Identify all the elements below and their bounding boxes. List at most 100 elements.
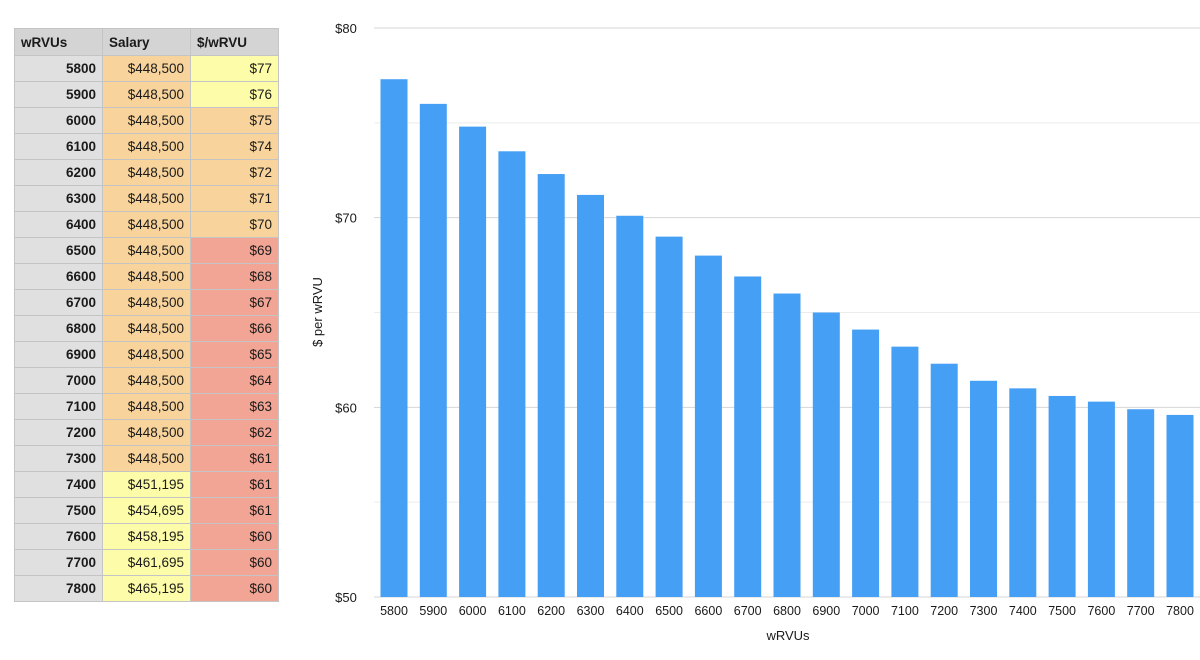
bar-6500	[655, 236, 683, 597]
table-row: 5900 $448,500 $76	[14, 81, 279, 108]
cell-wrvus: 6700	[14, 289, 103, 316]
cell-per-wrvu: $69	[190, 237, 279, 264]
cell-per-wrvu: $74	[190, 133, 279, 160]
cell-wrvus: 6800	[14, 315, 103, 342]
bar-7100	[891, 346, 919, 597]
table-row: 6000 $448,500 $75	[14, 107, 279, 134]
x-tick-label: 6300	[577, 604, 605, 618]
bar-7400	[1009, 388, 1037, 597]
table-row: 7700 $461,695 $60	[14, 549, 279, 576]
cell-per-wrvu: $61	[190, 445, 279, 472]
x-tick-label: 7100	[891, 604, 919, 618]
cell-per-wrvu: $64	[190, 367, 279, 394]
x-tick-label: 6100	[498, 604, 526, 618]
cell-wrvus: 7800	[14, 575, 103, 602]
y-tick-label: $50	[335, 590, 357, 605]
x-tick-label: 6800	[773, 604, 801, 618]
bar-6700	[734, 276, 762, 597]
x-axis-ticks: 5800 5900 6000 6100 6200 6300 6400 6500 6600 6700…	[380, 604, 1194, 618]
table-row: 5800 $448,500 $77	[14, 55, 279, 82]
x-tick-label: 6600	[694, 604, 722, 618]
cell-per-wrvu: $72	[190, 159, 279, 186]
table-row: 6300 $448,500 $71	[14, 185, 279, 212]
table-header-row: wRVUs Salary $/wRVU	[14, 28, 279, 56]
y-axis-ticks: $50 $60 $70 $80	[335, 21, 357, 605]
cell-per-wrvu: $70	[190, 211, 279, 238]
cell-salary: $448,500	[102, 211, 191, 238]
cell-salary: $448,500	[102, 133, 191, 160]
bar-6200	[537, 174, 565, 597]
x-tick-label: 7300	[970, 604, 998, 618]
x-tick-label: 7000	[852, 604, 880, 618]
cell-wrvus: 7700	[14, 549, 103, 576]
cell-salary: $448,500	[102, 55, 191, 82]
cell-wrvus: 6400	[14, 211, 103, 238]
bar-7500	[1048, 395, 1076, 597]
cell-wrvus: 6900	[14, 341, 103, 368]
cell-per-wrvu: $61	[190, 497, 279, 524]
x-tick-label: 7200	[930, 604, 958, 618]
bar-7300	[970, 380, 997, 597]
data-table: wRVUs Salary $/wRVU 5800 $448,500 $77 5900 $…	[14, 28, 279, 602]
cell-wrvus: 7300	[14, 445, 103, 472]
x-tick-label: 7600	[1087, 604, 1115, 618]
cell-per-wrvu: $76	[190, 81, 279, 108]
bar-7800	[1166, 414, 1194, 597]
cell-salary: $461,695	[102, 549, 191, 576]
cell-per-wrvu: $71	[190, 185, 279, 212]
bar-5900	[419, 103, 447, 597]
x-tick-label: 7400	[1009, 604, 1037, 618]
bar-6900	[812, 312, 840, 597]
x-tick-label: 7700	[1127, 604, 1155, 618]
cell-per-wrvu: $60	[190, 549, 279, 576]
cell-wrvus: 5900	[14, 81, 103, 108]
table-row: 7500 $454,695 $61	[14, 497, 279, 524]
table-row: 7000 $448,500 $64	[14, 367, 279, 394]
cell-salary: $448,500	[102, 107, 191, 134]
cell-salary: $448,500	[102, 315, 191, 342]
table-row: 7300 $448,500 $61	[14, 445, 279, 472]
table-row: 6800 $448,500 $66	[14, 315, 279, 342]
cell-wrvus: 6000	[14, 107, 103, 134]
x-tick-label: 6700	[734, 604, 762, 618]
cell-salary: $448,500	[102, 341, 191, 368]
cell-per-wrvu: $77	[190, 55, 279, 82]
cell-salary: $448,500	[102, 367, 191, 394]
cell-salary: $448,500	[102, 81, 191, 108]
table-row: 6400 $448,500 $70	[14, 211, 279, 238]
bar-6300	[577, 194, 604, 597]
table-row: 7400 $451,195 $61	[14, 471, 279, 498]
cell-wrvus: 6500	[14, 237, 103, 264]
bar-7600	[1087, 401, 1115, 597]
bar-6400	[616, 215, 644, 597]
x-tick-label: 6500	[655, 604, 683, 618]
x-tick-label: 5900	[419, 604, 447, 618]
cell-salary: $448,500	[102, 237, 191, 264]
x-tick-label: 5800	[380, 604, 408, 618]
x-tick-label: 6000	[459, 604, 487, 618]
table-row: 6700 $448,500 $67	[14, 289, 279, 316]
bar-6100	[498, 151, 526, 598]
cell-per-wrvu: $67	[190, 289, 279, 316]
x-tick-label: 7500	[1048, 604, 1076, 618]
cell-per-wrvu: $68	[190, 263, 279, 290]
table-row: 7200 $448,500 $62	[14, 419, 279, 446]
table-row: 7800 $465,195 $60	[14, 575, 279, 602]
bar-7200	[930, 363, 958, 597]
bar-7000	[852, 329, 880, 597]
y-tick-label: $60	[335, 400, 357, 415]
x-tick-label: 6400	[616, 604, 644, 618]
cell-salary: $454,695	[102, 497, 191, 524]
x-tick-label: 6900	[812, 604, 840, 618]
cell-wrvus: 7500	[14, 497, 103, 524]
cell-per-wrvu: $62	[190, 419, 279, 446]
cell-per-wrvu: $63	[190, 393, 279, 420]
cell-wrvus: 7400	[14, 471, 103, 498]
chart-bars	[380, 79, 1194, 598]
x-axis-label: wRVUs	[765, 628, 810, 643]
y-axis-label: $ per wRVU	[310, 277, 325, 347]
table-row: 6500 $448,500 $69	[14, 237, 279, 264]
table-row: 6100 $448,500 $74	[14, 133, 279, 160]
